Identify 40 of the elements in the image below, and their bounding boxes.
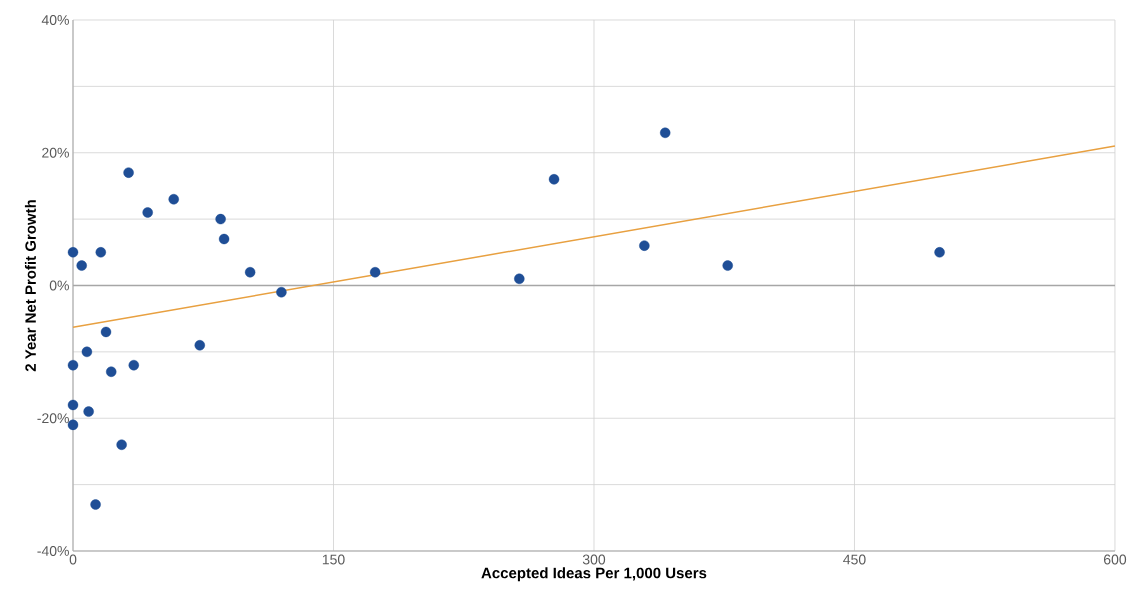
point xyxy=(244,267,256,278)
y-tick-label: 20% xyxy=(42,147,69,158)
point xyxy=(67,419,79,431)
point xyxy=(100,326,112,338)
point xyxy=(81,346,93,358)
x-tick-label: 0 xyxy=(69,554,77,565)
y-tick-label: 40% xyxy=(41,15,69,25)
point xyxy=(142,207,153,218)
x-tick-label: 150 xyxy=(322,554,345,565)
point xyxy=(369,267,381,278)
point xyxy=(548,174,560,185)
point xyxy=(106,366,117,377)
point xyxy=(123,167,134,178)
point xyxy=(639,240,650,251)
y-tick-label: -20% xyxy=(37,413,69,424)
point xyxy=(194,340,205,351)
point xyxy=(276,286,287,298)
point xyxy=(116,439,127,450)
point xyxy=(659,127,671,139)
y-axis-title: 2 Year Net Profit Growth xyxy=(24,200,36,372)
point xyxy=(168,194,179,205)
point xyxy=(218,233,230,245)
x-tick-label: 450 xyxy=(843,554,866,565)
point xyxy=(95,247,106,258)
x-axis-title: Accepted Ideas Per 1,000 Users xyxy=(481,567,707,582)
point xyxy=(514,273,525,285)
point xyxy=(722,260,733,271)
y-tick-label: 0% xyxy=(49,280,69,291)
y-tick-label: -40% xyxy=(37,546,69,556)
point xyxy=(67,359,79,371)
point xyxy=(934,247,945,258)
point xyxy=(215,213,226,225)
x-tick-label: 600 xyxy=(1103,554,1127,565)
point xyxy=(76,260,87,271)
point xyxy=(128,359,139,371)
point xyxy=(83,406,94,417)
point xyxy=(67,247,79,258)
point xyxy=(90,499,101,510)
x-tick-label: 300 xyxy=(582,554,606,565)
point xyxy=(67,399,79,411)
